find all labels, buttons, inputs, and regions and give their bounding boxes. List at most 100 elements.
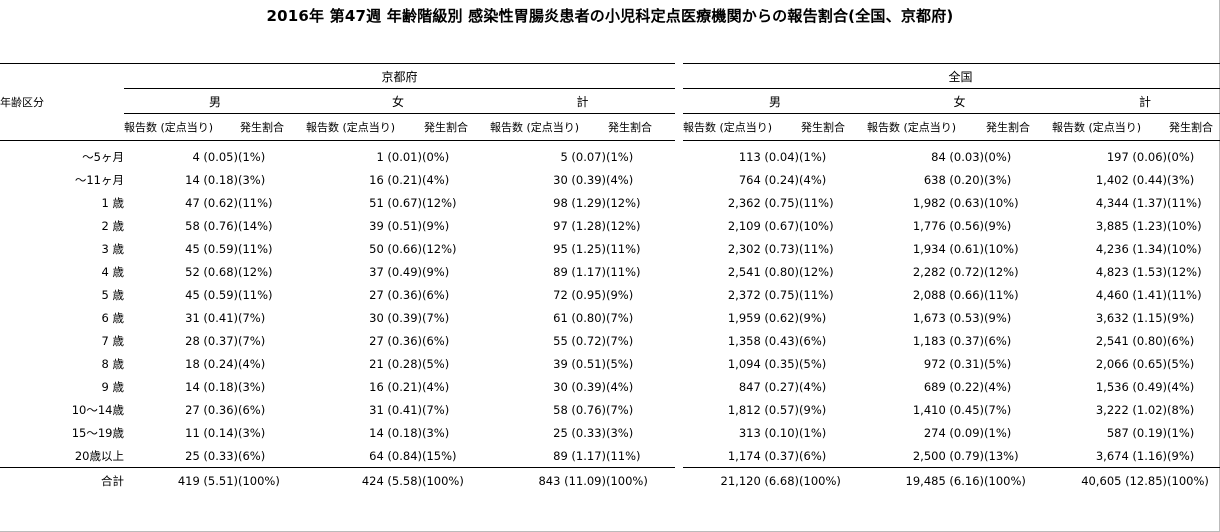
kyoto-rate-cell: (12%) (606, 196, 641, 210)
kyoto-rate-cell: (5%) (422, 357, 450, 371)
national-count-cell: 2,362 (0.75) (727, 196, 800, 210)
kyoto-count-cell: 27 (0.36) (369, 288, 422, 302)
national-rate-cell: (0%) (1167, 150, 1195, 165)
kyoto-count-cell: 45 (0.59) (185, 288, 238, 302)
national-total-rate-header: 発生割合 (1167, 113, 1220, 141)
national-count-cell: 1,410 (0.45) (912, 403, 985, 417)
national-count-cell: 2,541 (0.80) (727, 265, 800, 279)
region-gap-cell (675, 238, 683, 261)
kyoto-rate-cell: (11%) (238, 242, 273, 256)
kyoto-rate-cell: (11%) (238, 196, 273, 210)
kyoto-count-cell: 16 (0.21) (369, 380, 422, 394)
header-row-measure: 報告数 (定点当り) 発生割合 報告数 (定点当り) 発生割合 報告数 (定点当… (0, 113, 1220, 141)
kyoto-count-cell: 98 (1.29) (553, 196, 606, 210)
national-count-cell: 1,402 (0.44) (1095, 173, 1168, 187)
national-rate-cell: (11%) (799, 242, 834, 256)
national-rate-cell: (11%) (984, 288, 1019, 302)
region-gap-cell (675, 215, 683, 238)
kyoto-rate-cell: (9%) (422, 219, 450, 233)
kyoto-rate-cell: (4%) (606, 380, 634, 394)
national-count-cell: 2,282 (0.72) (912, 265, 985, 279)
table-row: 6 歳 31 (0.41) (7%) 30 (0.39) (7%) 61 (0.80) (7… (0, 307, 1220, 330)
sex-gap (675, 89, 683, 114)
table-row: 2 歳 58 (0.76) (14%) 39 (0.51) (9%) 97 (1.28)(… (0, 215, 1220, 238)
age-cell: 1 歳 (101, 196, 124, 210)
kyoto-count-cell: 1 (0.01) (376, 150, 422, 165)
kyoto-count-cell: 58 (0.76) (553, 403, 606, 417)
national-rate-cell: (100%) (984, 467, 1053, 495)
kyoto-sex-total: 計 (490, 88, 676, 114)
national-rate-cell: (6%) (799, 334, 827, 348)
national-total-count-header: 報告数 (定点当り) (1052, 113, 1168, 141)
national-count-cell: 4,460 (1.41) (1095, 288, 1168, 302)
national-count-cell: 21,120 (6.68) (683, 467, 800, 495)
national-rate-cell: (10%) (984, 196, 1019, 210)
national-sex-total: 計 (1052, 88, 1220, 114)
national-rate-cell: (9%) (1167, 311, 1195, 325)
national-count-cell: 113 (0.04) (738, 150, 800, 165)
kyoto-count-cell: 50 (0.66) (369, 242, 422, 256)
region-gap-cell (675, 141, 683, 169)
header-row-region: 年齢区分 京都府 全国 (0, 63, 1220, 141)
kyoto-rate-cell: (6%) (422, 334, 450, 348)
kyoto-count-cell: 89 (1.17) (553, 448, 606, 463)
kyoto-female-count-header: 報告数 (定点当り) (306, 113, 422, 141)
national-rate-cell: (3%) (984, 173, 1012, 187)
kyoto-rate-cell: (1%) (238, 150, 266, 165)
national-rate-cell: (10%) (1167, 242, 1202, 256)
page-title: 2016年 第47週 年齢階級別 感染性胃腸炎患者の小児科定点医療機関からの報告… (266, 7, 954, 25)
kyoto-rate-cell: (7%) (606, 311, 634, 325)
region-gap-cell (675, 353, 683, 376)
kyoto-rate-cell: (7%) (606, 334, 634, 348)
kyoto-count-cell: 5 (0.07) (560, 150, 606, 165)
kyoto-rate-cell: (15%) (422, 448, 457, 463)
national-count-cell: 587 (0.19) (1106, 426, 1168, 440)
national-count-cell: 19,485 (6.16) (867, 467, 985, 495)
national-rate-cell: (10%) (799, 219, 834, 233)
age-cell: 6 歳 (101, 311, 124, 325)
table-row: 8 歳 18 (0.24) (4%) 21 (0.28) (5%) 39 (0.51) (5… (0, 353, 1220, 376)
kyoto-count-cell: 47 (0.62) (185, 196, 238, 210)
national-rate-cell: (12%) (799, 265, 834, 279)
region-gap-cell (675, 192, 683, 215)
kyoto-rate-cell: (11%) (238, 288, 273, 302)
kyoto-rate-cell: (7%) (422, 403, 450, 417)
national-count-cell: 313 (0.10) (738, 426, 800, 440)
region-gap-cell (675, 307, 683, 330)
national-count-cell: 4,823 (1.53) (1095, 265, 1168, 279)
national-count-cell: 274 (0.09) (923, 426, 985, 440)
national-count-cell: 764 (0.24) (738, 173, 800, 187)
national-count-cell: 847 (0.27) (738, 380, 800, 394)
table-row: 5 歳 45 (0.59) (11%) 27 (0.36) (6%) 72 (0.95)(… (0, 284, 1220, 307)
kyoto-count-cell: 424 (5.58) (306, 467, 422, 495)
kyoto-rate-cell: (3%) (238, 380, 266, 394)
age-cell: ～5ヶ月 (82, 150, 124, 165)
kyoto-count-cell: 61 (0.80) (553, 311, 606, 325)
kyoto-rate-cell: (4%) (238, 357, 266, 371)
measure-gap (675, 114, 683, 141)
kyoto-rate-cell: (7%) (238, 311, 266, 325)
kyoto-count-cell: 14 (0.18) (369, 426, 422, 440)
national-count-cell: 1,982 (0.63) (912, 196, 985, 210)
table-row: 9 歳 14 (0.18) (3%) 16 (0.21) (4%) 30 (0.39) (4… (0, 376, 1220, 399)
national-rate-cell: (11%) (799, 196, 834, 210)
national-rate-cell: (11%) (1167, 196, 1202, 210)
national-sex-male: 男 (683, 88, 868, 114)
kyoto-count-cell: 25 (0.33) (185, 448, 238, 463)
kyoto-rate-cell: (0%) (422, 150, 450, 165)
table-row: ～11ヶ月 14 (0.18) (3%) 16 (0.21) (4%) 30 (0.39)… (0, 169, 1220, 192)
kyoto-rate-cell: (6%) (238, 448, 266, 463)
table-row: 15～19歳 11 (0.14) (3%) 14 (0.18) (3%) 25 (0.33… (0, 422, 1220, 445)
kyoto-count-cell: 30 (0.39) (553, 380, 606, 394)
national-female-rate-header: 発生割合 (984, 113, 1053, 141)
kyoto-count-cell: 39 (0.51) (369, 219, 422, 233)
national-count-cell: 2,541 (0.80) (1095, 334, 1168, 348)
national-count-cell: 1,934 (0.61) (912, 242, 985, 256)
region-gap-cell (675, 261, 683, 284)
age-cell: 2 歳 (101, 219, 124, 233)
kyoto-male-count-header: 報告数 (定点当り) (124, 113, 238, 141)
kyoto-count-cell: 45 (0.59) (185, 242, 238, 256)
national-rate-cell: (11%) (1167, 288, 1202, 302)
kyoto-count-cell: 52 (0.68) (185, 265, 238, 279)
table-body: ～5ヶ月 4 (0.05) (1%) 1 (0.01) (0%) 5 (0.07) (1%)… (0, 141, 1220, 495)
